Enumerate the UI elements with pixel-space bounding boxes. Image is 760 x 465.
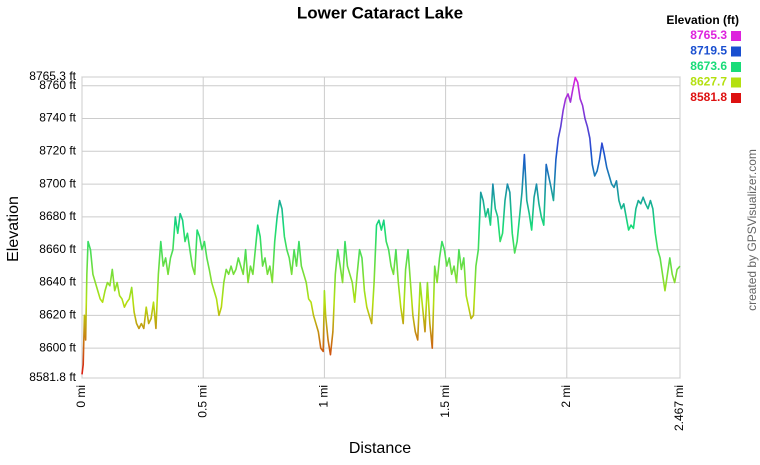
legend-swatch [731, 31, 741, 41]
chart-title: Lower Cataract Lake [297, 3, 463, 22]
legend-label: 8673.6 [690, 59, 727, 73]
legend-title: Elevation (ft) [666, 13, 739, 27]
y-tick-label: 8760 ft [39, 78, 76, 92]
y-tick-label: 8581.8 ft [29, 370, 76, 384]
x-axis-label: Distance [349, 440, 411, 457]
legend-label: 8581.8 [690, 90, 727, 104]
y-tick-label: 8740 ft [39, 111, 76, 125]
y-tick-label: 8680 ft [39, 209, 76, 223]
y-tick-label: 8640 ft [39, 275, 76, 289]
legend-swatch [731, 93, 741, 103]
y-tick-label: 8600 ft [39, 340, 76, 354]
x-tick-label: 2 mi [559, 385, 573, 408]
x-tick-label: 1.5 mi [438, 385, 452, 418]
legend-swatch [731, 62, 741, 72]
legend-label: 8719.5 [690, 44, 727, 58]
y-tick-label: 8620 ft [39, 308, 76, 322]
y-tick-label: 8660 ft [39, 242, 76, 256]
x-tick-label: 0 mi [74, 385, 88, 408]
x-tick-label: 0.5 mi [195, 385, 209, 418]
legend-label: 8627.7 [690, 75, 727, 89]
y-tick-label: 8720 ft [39, 143, 76, 157]
y-tick-label: 8765.3 ft [29, 69, 76, 83]
y-tick-label: 8700 ft [39, 176, 76, 190]
legend-swatch [731, 77, 741, 88]
y-axis-label: Elevation [5, 196, 22, 262]
credit: created by GPSVisualizer.com [745, 149, 759, 311]
x-tick-label: 2.467 mi [672, 385, 686, 431]
x-tick-label: 1 mi [317, 385, 331, 408]
legend-label: 8765.3 [690, 28, 727, 42]
elevation-line [81, 76, 681, 375]
legend-swatch [731, 46, 741, 57]
